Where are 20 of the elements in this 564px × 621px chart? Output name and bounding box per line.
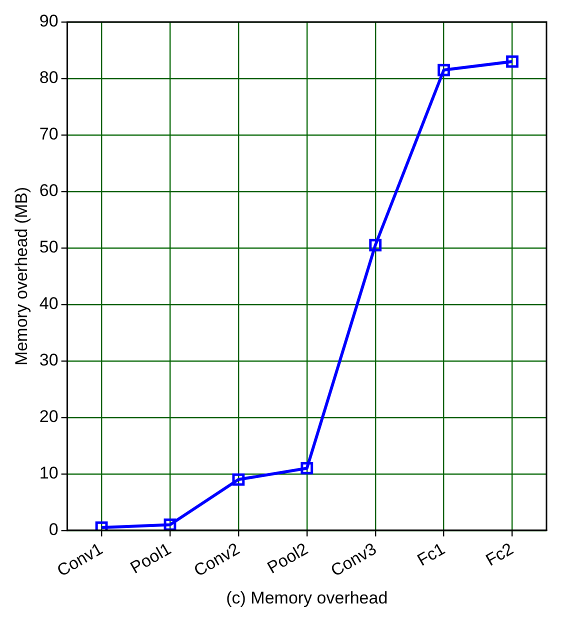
y-tick-label: 0 (48, 520, 58, 540)
y-tick-label: 20 (39, 407, 58, 426)
point (438, 64, 450, 76)
point (300, 462, 314, 474)
y-tick-label: 30 (39, 350, 58, 370)
y-tick-label: 90 (39, 12, 58, 31)
y-tick-label: 40 (39, 294, 58, 314)
y-tick-label: 10 (39, 464, 58, 483)
y-tick-label: 60 (39, 181, 58, 200)
y-axis-title: Memory overhead (MB) (12, 186, 31, 366)
x-tick-label: Fc2 (482, 539, 517, 570)
x-tick-label: Fc1 (414, 539, 448, 570)
point (369, 238, 382, 252)
y-tick-label: 70 (39, 124, 58, 144)
point (506, 55, 518, 68)
x-axis-title: (c) Memory overhead (226, 588, 388, 608)
point (164, 518, 176, 530)
point (232, 473, 245, 486)
y-tick-label: 80 (39, 68, 58, 88)
y-tick-label: 50 (39, 238, 58, 257)
